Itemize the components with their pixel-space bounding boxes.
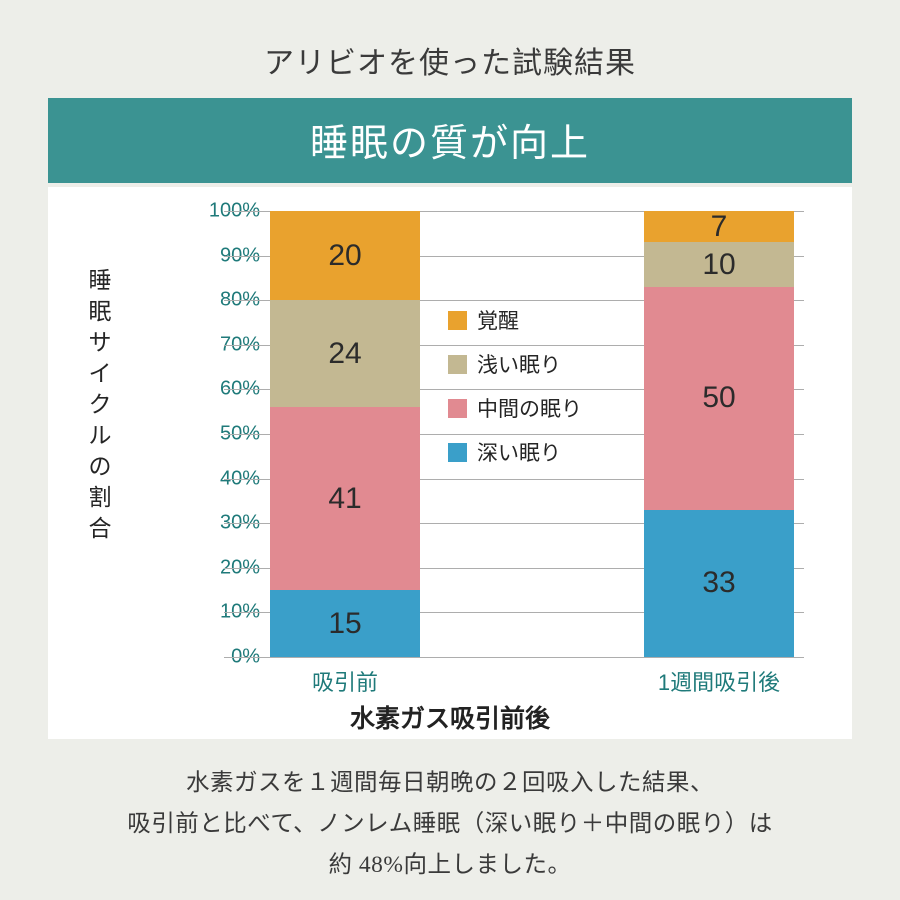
y-axis-title: 睡眠サイクルの割合 [88,265,112,544]
title-banner: 睡眠の質が向上 [48,98,852,183]
legend-label-mid: 中間の眠り [477,393,582,423]
segment-light: 24 [270,300,420,407]
legend-item-mid: 中間の眠り [448,393,582,423]
segment-mid: 41 [270,407,420,590]
segment-deep: 33 [644,510,794,657]
segment-light: 10 [644,242,794,287]
segment-awake: 20 [270,211,420,300]
bar-0: 15412420 [270,211,420,657]
legend-item-awake: 覚醒 [448,305,582,335]
legend-swatch-light [448,355,467,374]
legend-item-deep: 深い眠り [448,437,582,467]
x-axis-title: 水素ガス吸引前後 [48,699,852,735]
legend-label-awake: 覚醒 [477,305,519,335]
legend-swatch-mid [448,399,467,418]
legend-swatch-deep [448,443,467,462]
segment-deep: 15 [270,590,420,657]
caption: 水素ガスを１週間毎日朝晩の２回吸入した結果、 吸引前と比べて、ノンレム睡眠（深い… [48,763,852,886]
x-category-0: 吸引前 [255,665,435,697]
legend-item-light: 浅い眠り [448,349,582,379]
caption-line-0: 水素ガスを１週間毎日朝晩の２回吸入した結果、 [186,770,714,796]
legend-swatch-awake [448,311,467,330]
gridline [224,657,804,658]
segment-awake: 7 [644,211,794,242]
segment-mid: 50 [644,287,794,510]
caption-line-2: 約 48%向上しました。 [329,852,572,878]
caption-line-1: 吸引前と比べて、ノンレム睡眠（深い眠り＋中間の眠り）は [127,811,772,837]
chart-panel: 睡眠サイクルの割合 0%10%20%30%40%50%60%70%80%90%1… [48,187,852,739]
legend-label-deep: 深い眠り [477,437,561,467]
bar-1: 3350107 [644,211,794,657]
legend: 覚醒浅い眠り中間の眠り深い眠り [448,305,582,481]
legend-label-light: 浅い眠り [477,349,561,379]
pretitle: アリビオを使った試験結果 [48,38,852,82]
x-category-1: 1週間吸引後 [629,665,809,697]
